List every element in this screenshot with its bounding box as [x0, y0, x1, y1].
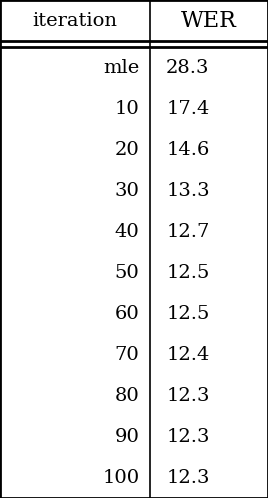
Text: 12.4: 12.4 [166, 346, 210, 364]
Text: mle: mle [103, 59, 139, 77]
Text: 14.6: 14.6 [166, 141, 210, 159]
Text: WER: WER [181, 10, 237, 32]
Text: 20: 20 [115, 141, 139, 159]
Text: 30: 30 [114, 182, 139, 200]
Text: 10: 10 [115, 100, 139, 118]
Text: 50: 50 [115, 264, 139, 282]
Text: 12.5: 12.5 [166, 305, 210, 323]
Text: 17.4: 17.4 [166, 100, 210, 118]
Text: 40: 40 [115, 223, 139, 241]
Text: 80: 80 [115, 386, 139, 404]
Text: 28.3: 28.3 [166, 59, 210, 77]
Text: 60: 60 [115, 305, 139, 323]
Text: 12.3: 12.3 [166, 469, 210, 487]
Text: 70: 70 [115, 346, 139, 364]
Text: iteration: iteration [32, 12, 118, 30]
Text: 12.5: 12.5 [166, 264, 210, 282]
Text: 90: 90 [114, 428, 139, 446]
Text: 13.3: 13.3 [166, 182, 210, 200]
Text: 12.3: 12.3 [166, 386, 210, 404]
Text: 100: 100 [102, 469, 139, 487]
Text: 12.7: 12.7 [166, 223, 210, 241]
Text: 12.3: 12.3 [166, 428, 210, 446]
